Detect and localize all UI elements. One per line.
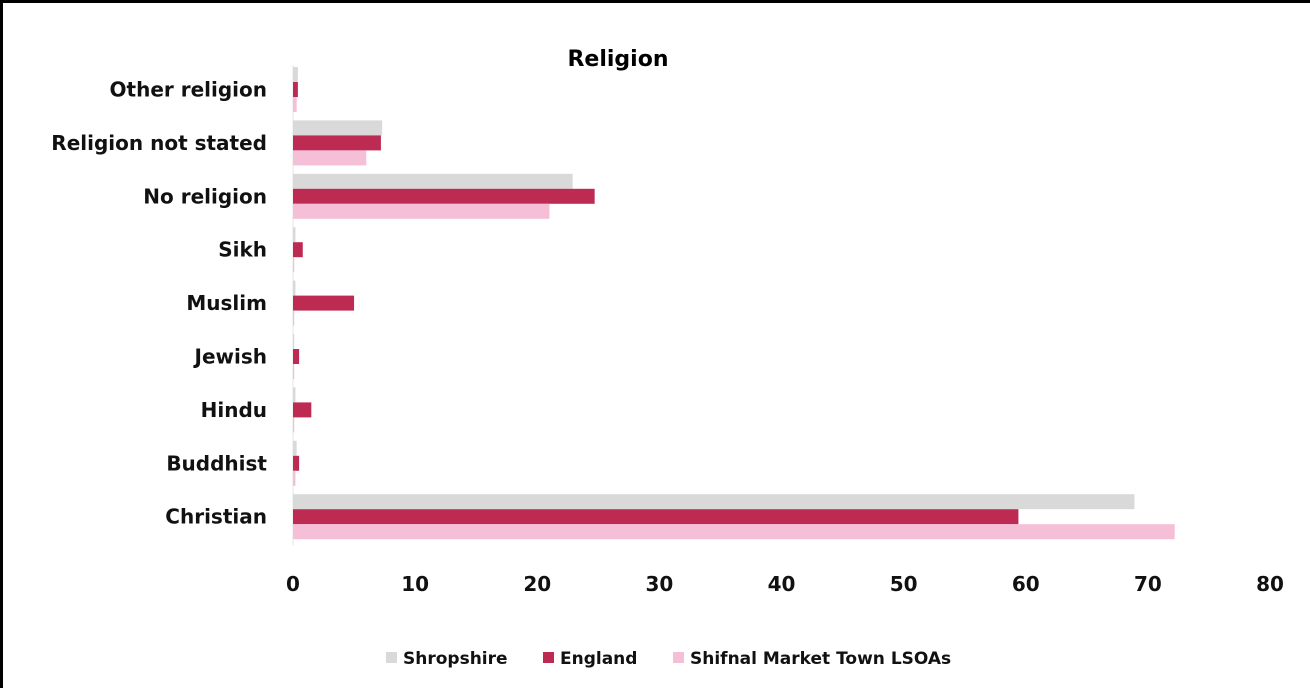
- x-tick-label: 30: [645, 572, 673, 596]
- x-tick-label: 80: [1256, 572, 1284, 596]
- category-label-muslim: Muslim: [186, 291, 267, 315]
- category-label-jewish: Jewish: [193, 345, 267, 369]
- legend-swatch-shropshire: [386, 652, 397, 663]
- category-label-sikh: Sikh: [218, 238, 267, 262]
- bar-christian-england: [293, 509, 1019, 525]
- bar-religion-not-stated-england: [293, 135, 381, 151]
- legend-label-england: England: [560, 649, 637, 669]
- bar-no-religion-england: [293, 188, 595, 204]
- chart-title: Religion: [567, 47, 668, 72]
- bar-other-religion-shifnal-market-town-lsoas: [293, 97, 297, 112]
- x-tick-label: 50: [890, 572, 918, 596]
- bar-sikh-shifnal-market-town-lsoas: [293, 257, 295, 273]
- bar-other-religion-england: [293, 82, 298, 97]
- bar-hindu-england: [293, 402, 312, 418]
- category-label-hindu: Hindu: [201, 398, 267, 422]
- legend-label-shifnal-market-town-lsoas: Shifnal Market Town LSOAs: [690, 649, 951, 669]
- x-tick-label: 0: [286, 572, 300, 596]
- bar-no-religion-shifnal-market-town-lsoas: [293, 203, 550, 219]
- x-tick-label: 70: [1134, 572, 1162, 596]
- category-label-other-religion: Other religion: [110, 78, 267, 102]
- x-tick-label: 20: [523, 572, 551, 596]
- bar-jewish-shifnal-market-town-lsoas: [293, 364, 295, 379]
- bar-hindu-shifnal-market-town-lsoas: [293, 417, 295, 433]
- bar-christian-shifnal-market-town-lsoas: [293, 524, 1175, 540]
- bar-sikh-england: [293, 242, 303, 258]
- legend: Shropshire England Shifnal Market Town LSO…: [386, 649, 951, 669]
- bar-no-religion-shropshire: [293, 173, 573, 189]
- bar-christian-shropshire: [293, 494, 1135, 510]
- bar-religion-not-stated-shifnal-market-town-lsoas: [293, 150, 367, 166]
- religion-bar-chart: Religion Other religion Religion not stat…: [51, 47, 1284, 669]
- category-labels: Other religion Religion not stated No reli…: [51, 78, 267, 529]
- bar-jewish-england: [293, 349, 300, 364]
- category-label-religion-not-stated: Religion not stated: [51, 131, 267, 155]
- legend-swatch-shifnal-market-town-lsoas: [673, 652, 684, 663]
- x-tick-labels: 0 10 20 30 40 50 60 70 80: [286, 572, 1284, 596]
- x-tick-label: 60: [1012, 572, 1040, 596]
- bar-buddhist-england: [293, 455, 300, 471]
- category-label-no-religion: No religion: [143, 184, 267, 208]
- bar-buddhist-shropshire: [293, 440, 297, 456]
- x-tick-label: 40: [768, 572, 796, 596]
- category-label-christian: Christian: [165, 505, 267, 529]
- bar-hindu-shropshire: [293, 387, 296, 403]
- bar-sikh-shropshire: [293, 227, 296, 243]
- bar-muslim-england: [293, 295, 355, 311]
- category-label-buddhist: Buddhist: [166, 451, 267, 475]
- bar-muslim-shropshire: [293, 280, 296, 296]
- bars-group: [293, 67, 1175, 540]
- bar-buddhist-shifnal-market-town-lsoas: [293, 470, 296, 486]
- legend-swatch-england: [543, 652, 554, 663]
- x-tick-label: 10: [401, 572, 429, 596]
- bar-muslim-shifnal-market-town-lsoas: [293, 310, 295, 326]
- bar-other-religion-shropshire: [293, 67, 298, 82]
- bar-jewish-shropshire: [293, 334, 295, 349]
- legend-label-shropshire: Shropshire: [403, 649, 508, 669]
- bar-religion-not-stated-shropshire: [293, 120, 383, 136]
